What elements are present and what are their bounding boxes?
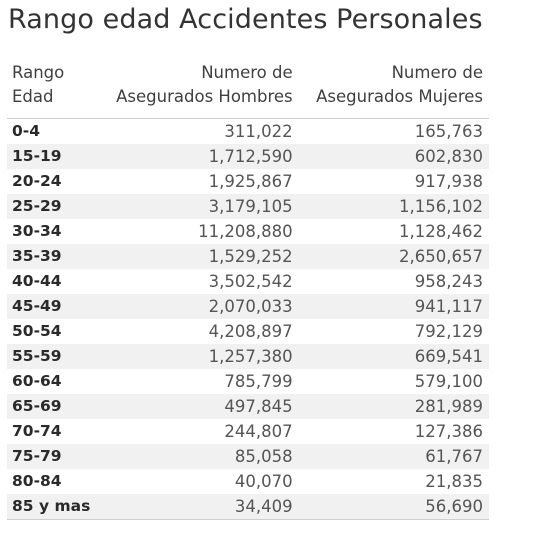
- table-row[interactable]: 40-44 3,502,542 958,243: [7, 269, 489, 294]
- cell-mujeres: 165,763: [414, 122, 483, 141]
- cell-hombres: 497,845: [98, 394, 299, 419]
- cell-mujeres: 61,767: [298, 444, 489, 469]
- data-table: Rango Edad Numero de Asegurados Hombres …: [7, 60, 489, 520]
- table-row[interactable]: 0-4 311,022 165,763: [7, 119, 489, 145]
- table-row[interactable]: 85 y mas 34,409 56,690: [7, 494, 489, 520]
- cell-rango: 65-69: [7, 394, 98, 419]
- cell-hombres: 1,529,252: [98, 244, 299, 269]
- cell-mujeres: 958,243: [414, 272, 483, 291]
- table-row[interactable]: 30-34 11,208,880 1,128,462: [7, 219, 489, 244]
- cell-hombres: 1,712,590: [98, 144, 299, 169]
- cell-mujeres: 669,541: [298, 344, 489, 369]
- cell-hombres: 1,257,380: [98, 344, 299, 369]
- table-row[interactable]: 15-19 1,712,590 602,830: [7, 144, 489, 169]
- cell-mujeres: 1,128,462: [399, 222, 483, 241]
- cell-hombres: 40,070: [234, 472, 293, 491]
- cell-rango: 30-34: [12, 222, 62, 240]
- cell-hombres: 3,502,542: [208, 272, 293, 291]
- table-body: 0-4 311,022 165,763 15-19 1,712,590 602,830 20…: [7, 119, 489, 520]
- cell-rango: 40-44: [12, 272, 62, 290]
- table-row[interactable]: 25-29 3,179,105 1,156,102: [7, 194, 489, 219]
- header-rango-edad[interactable]: Rango Edad: [7, 60, 98, 119]
- table-row[interactable]: 70-74 244,807 127,386: [7, 419, 489, 444]
- table-row[interactable]: 45-49 2,070,033 941,117: [7, 294, 489, 319]
- cell-rango: 20-24: [12, 172, 62, 190]
- cell-mujeres: 579,100: [414, 372, 483, 391]
- cell-hombres: 311,022: [224, 122, 293, 141]
- table-row[interactable]: 50-54 4,208,897 792,129: [7, 319, 489, 344]
- table-row[interactable]: 20-24 1,925,867 917,938: [7, 169, 489, 194]
- cell-mujeres: 2,650,657: [298, 244, 489, 269]
- cell-hombres: 34,409: [98, 494, 299, 520]
- cell-hombres: 785,799: [224, 372, 293, 391]
- table-row[interactable]: 35-39 1,529,252 2,650,657: [7, 244, 489, 269]
- cell-rango: 50-54: [12, 322, 62, 340]
- page-title: Rango edad Accidentes Personales: [8, 4, 483, 35]
- cell-rango: 15-19: [7, 144, 98, 169]
- table-row[interactable]: 75-79 85,058 61,767: [7, 444, 489, 469]
- cell-hombres: 244,807: [224, 422, 293, 441]
- cell-mujeres: 1,156,102: [298, 194, 489, 219]
- cell-mujeres: 602,830: [298, 144, 489, 169]
- cell-mujeres: 127,386: [414, 422, 483, 441]
- cell-mujeres: 917,938: [414, 172, 483, 191]
- cell-hombres: 11,208,880: [198, 222, 293, 241]
- table-row[interactable]: 80-84 40,070 21,835: [7, 469, 489, 494]
- cell-mujeres: 792,129: [414, 322, 483, 341]
- header-line: Asegurados Mujeres: [316, 87, 483, 106]
- cell-rango: 55-59: [7, 344, 98, 369]
- cell-mujeres: 941,117: [298, 294, 489, 319]
- header-line: Numero de: [391, 63, 483, 82]
- cell-rango: 0-4: [12, 122, 41, 140]
- cell-rango: 85 y mas: [7, 494, 98, 520]
- header-hombres[interactable]: Numero de Asegurados Hombres: [98, 60, 299, 119]
- table-row[interactable]: 60-64 785,799 579,100: [7, 369, 489, 394]
- cell-hombres: 1,925,867: [208, 172, 293, 191]
- cell-rango: 45-49: [7, 294, 98, 319]
- cell-hombres: 3,179,105: [98, 194, 299, 219]
- cell-rango: 70-74: [12, 422, 62, 440]
- header-line: Edad: [12, 87, 54, 106]
- cell-hombres: 2,070,033: [98, 294, 299, 319]
- header-line: Asegurados Hombres: [116, 87, 293, 106]
- header-line: Numero de: [201, 63, 293, 82]
- table-row[interactable]: 65-69 497,845 281,989: [7, 394, 489, 419]
- cell-mujeres: 56,690: [298, 494, 489, 520]
- cell-hombres: 85,058: [98, 444, 299, 469]
- cell-rango: 80-84: [12, 472, 62, 490]
- cell-rango: 60-64: [12, 372, 62, 390]
- cell-rango: 35-39: [7, 244, 98, 269]
- header-mujeres[interactable]: Numero de Asegurados Mujeres: [298, 60, 489, 119]
- cell-hombres: 4,208,897: [208, 322, 293, 341]
- cell-mujeres: 21,835: [425, 472, 483, 491]
- table-row[interactable]: 55-59 1,257,380 669,541: [7, 344, 489, 369]
- cell-rango: 25-29: [7, 194, 98, 219]
- cell-rango: 75-79: [7, 444, 98, 469]
- cell-mujeres: 281,989: [298, 394, 489, 419]
- header-line: Rango: [12, 63, 65, 82]
- table-header-row: Rango Edad Numero de Asegurados Hombres …: [7, 60, 489, 119]
